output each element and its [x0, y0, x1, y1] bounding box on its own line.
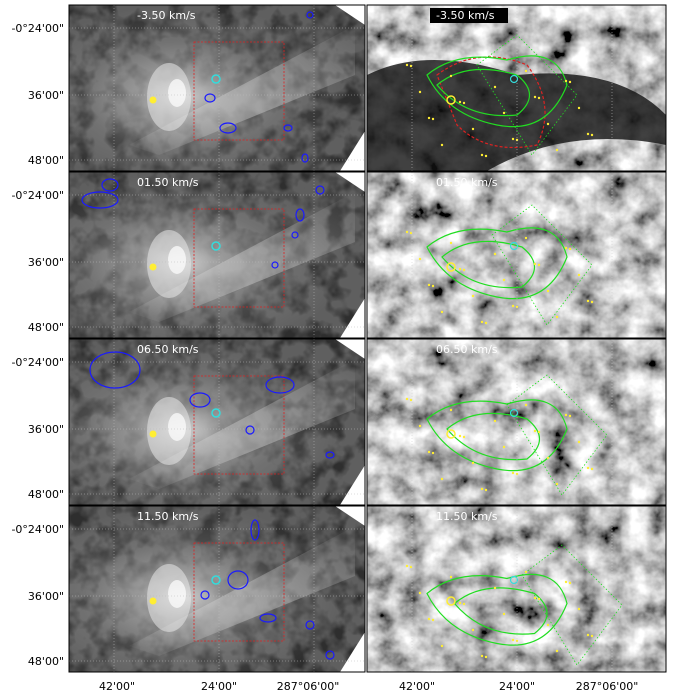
left-velocity-label: 11.50 km/s: [137, 510, 199, 523]
y-tick-label: -0°24'00": [11, 523, 64, 536]
blue-contour: [200, 590, 210, 600]
blue-contour: [315, 185, 325, 195]
row-3: [68, 338, 667, 506]
x-tick-label: 287°06'00": [277, 680, 340, 693]
green-contour: [436, 68, 531, 117]
right-velocity-label: 11.50 km/s: [436, 510, 498, 523]
red-region-box: [193, 542, 285, 642]
blue-contour: [259, 613, 277, 623]
row-1: [68, 4, 667, 172]
left-velocity-label: -3.50 km/s: [137, 9, 196, 22]
cyan-source-marker: [211, 408, 221, 418]
blue-contour: [89, 351, 141, 389]
green-contour: [426, 573, 568, 646]
yellow-source-marker: [149, 597, 157, 605]
blue-contour: [325, 451, 335, 459]
blue-contour: [250, 519, 260, 541]
green-contour: [426, 227, 568, 300]
cyan-source-marker: [211, 241, 221, 251]
red-region-box: [193, 375, 285, 475]
x-tick-label: 24'00": [201, 680, 237, 693]
red-region-box: [193, 208, 285, 308]
red-region-box: [193, 41, 285, 141]
blue-contour: [305, 620, 315, 630]
green-contour: [441, 240, 536, 289]
blue-contour: [271, 261, 279, 269]
blue-contour: [325, 650, 335, 660]
blue-contour: [265, 376, 295, 394]
cyan-source-marker: [211, 575, 221, 585]
blue-contour: [204, 93, 216, 103]
blue-contour: [291, 231, 299, 239]
cyan-source-marker: [211, 74, 221, 84]
y-tick-label: 36'00": [28, 89, 64, 102]
blue-contour: [295, 208, 305, 222]
right-panel-channel-map: [366, 338, 667, 506]
y-tick-label: -0°24'00": [11, 356, 64, 369]
left-panel-optical-image: [68, 171, 366, 339]
yellow-source-marker: [149, 263, 157, 271]
y-tick-label: -0°24'00": [11, 22, 64, 35]
right-velocity-label: -3.50 km/s: [436, 9, 495, 22]
blue-contour: [283, 124, 293, 132]
x-tick-label: 24'00": [499, 680, 535, 693]
blue-contour: [301, 153, 309, 163]
left-panel-optical-image: [68, 4, 366, 172]
left-velocity-label: 06.50 km/s: [137, 343, 199, 356]
blue-contour: [81, 191, 119, 209]
green-contour: [426, 55, 568, 128]
blue-contour: [101, 178, 119, 192]
blue-contour: [227, 570, 249, 590]
right-panel-channel-map: [366, 505, 667, 673]
left-panel-optical-image: [68, 505, 366, 673]
green-contour: [426, 399, 568, 472]
y-tick-label: 48'00": [28, 321, 64, 334]
right-panel-channel-map: [366, 4, 667, 172]
blue-contour: [245, 425, 255, 435]
green-contour: [453, 587, 548, 635]
row-2: [68, 171, 667, 339]
left-velocity-label: 01.50 km/s: [137, 176, 199, 189]
blue-contour: [219, 122, 237, 134]
left-panel-optical-image: [68, 338, 366, 506]
x-tick-label: 42'00": [99, 680, 135, 693]
blue-contour: [189, 392, 211, 408]
x-tick-label: 287°06'00": [576, 680, 639, 693]
right-velocity-label: 01.50 km/s: [436, 176, 498, 189]
yellow-source-marker: [149, 96, 157, 104]
yellow-source-marker: [149, 430, 157, 438]
x-tick-label: 42'00": [399, 680, 435, 693]
y-tick-label: 48'00": [28, 154, 64, 167]
y-tick-label: 36'00": [28, 423, 64, 436]
row-4: [68, 505, 667, 673]
y-tick-label: 36'00": [28, 590, 64, 603]
y-tick-label: 48'00": [28, 655, 64, 668]
right-panel-channel-map: [366, 171, 667, 339]
blue-contour: [306, 11, 314, 19]
y-tick-label: 36'00": [28, 256, 64, 269]
green-contour: [446, 412, 541, 461]
y-tick-label: -0°24'00": [11, 189, 64, 202]
right-velocity-label: 06.50 km/s: [436, 343, 498, 356]
y-tick-label: 48'00": [28, 488, 64, 501]
